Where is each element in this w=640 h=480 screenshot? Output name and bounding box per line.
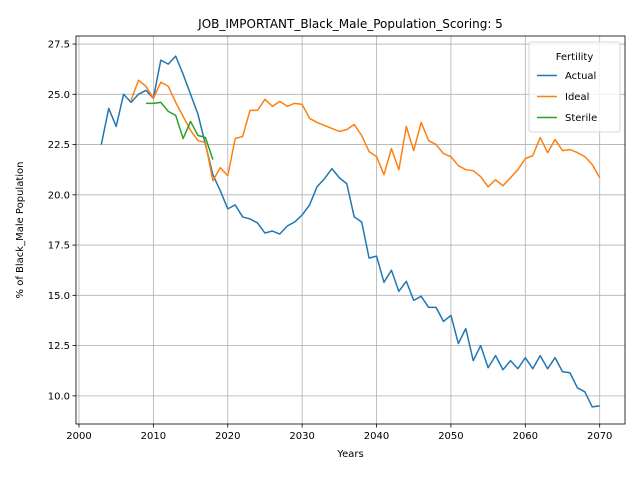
legend-label-sterile: Sterile bbox=[565, 113, 597, 124]
legend-label-actual: Actual bbox=[565, 71, 596, 82]
x-tick-label: 2020 bbox=[215, 431, 240, 442]
series-line-actual bbox=[100, 55, 600, 408]
y-axis-label: % of Black_Male Population bbox=[15, 162, 26, 299]
legend-title: Fertility bbox=[556, 52, 594, 63]
y-tick-label: 25.0 bbox=[48, 90, 70, 101]
y-tick-label: 12.5 bbox=[48, 341, 70, 352]
chart-title: JOB_IMPORTANT_Black_Male_Population_Scor… bbox=[197, 17, 503, 31]
x-axis-label: Years bbox=[336, 449, 363, 460]
legend: Fertility Actual Ideal Sterile bbox=[528, 41, 621, 133]
y-tick-label: 27.5 bbox=[48, 40, 70, 51]
y-tick-label: 20.0 bbox=[48, 190, 70, 201]
x-tick-label: 2060 bbox=[513, 431, 538, 442]
axis-ticks: 2000 2010 2020 2030 2040 2050 2060 2070 10.0 12.5… bbox=[48, 40, 613, 442]
y-tick-label: 22.5 bbox=[48, 140, 70, 151]
series-line-sterile bbox=[145, 101, 214, 160]
x-tick-label: 2050 bbox=[438, 431, 463, 442]
x-tick-label: 2000 bbox=[66, 431, 91, 442]
grid bbox=[76, 36, 625, 424]
x-tick-label: 2040 bbox=[364, 431, 389, 442]
x-tick-label: 2030 bbox=[289, 431, 314, 442]
series-line-ideal bbox=[130, 79, 601, 188]
x-tick-label: 2070 bbox=[587, 431, 612, 442]
y-tick-label: 10.0 bbox=[48, 391, 70, 402]
legend-label-ideal: Ideal bbox=[565, 92, 589, 103]
y-tick-label: 17.5 bbox=[48, 241, 70, 252]
y-tick-label: 15.0 bbox=[48, 291, 70, 302]
x-tick-label: 2010 bbox=[141, 431, 166, 442]
series-lines bbox=[100, 55, 601, 408]
legend-items: Actual Ideal Sterile bbox=[537, 71, 597, 124]
plot-frame bbox=[75, 35, 626, 425]
legend-box bbox=[528, 41, 621, 133]
